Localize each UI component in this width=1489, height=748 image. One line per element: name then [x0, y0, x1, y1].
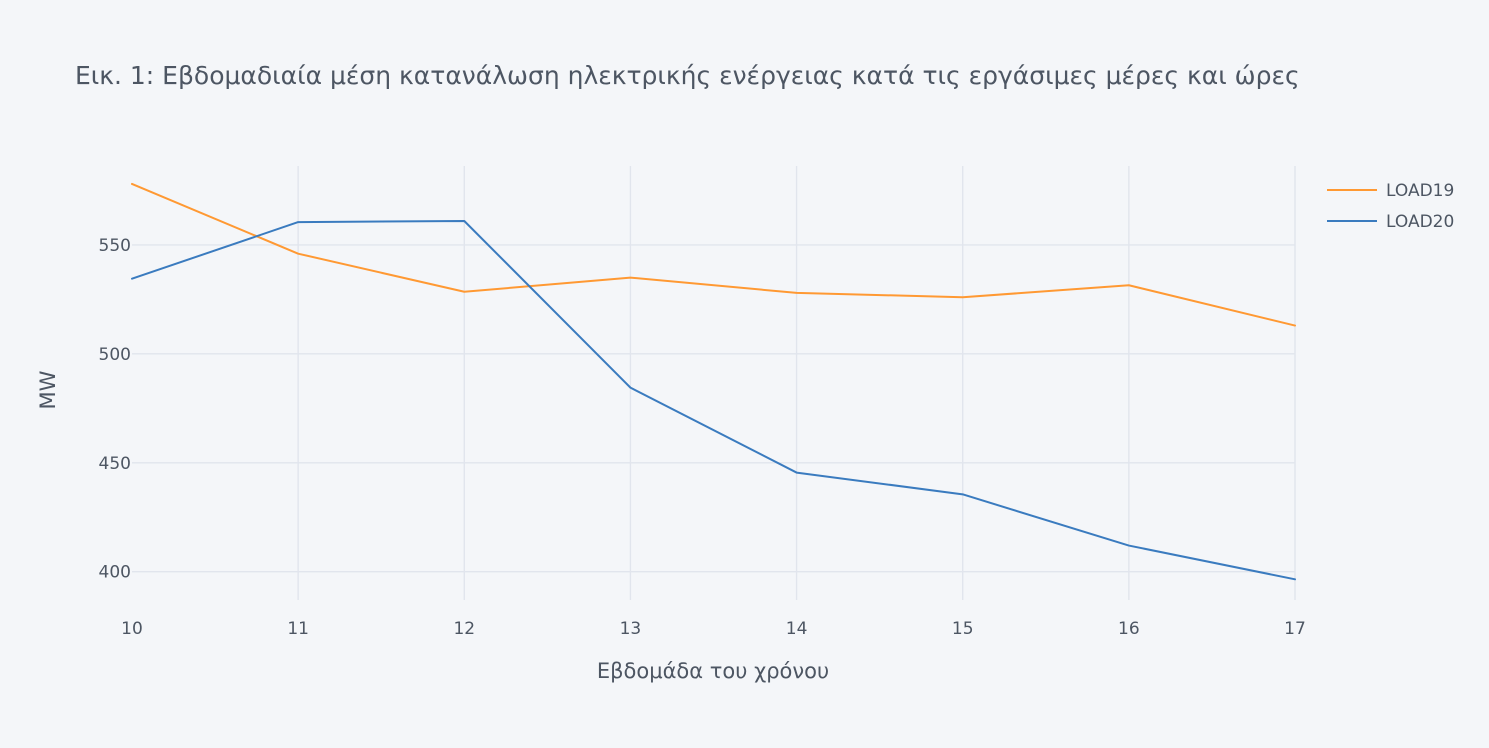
legend-item-load20[interactable]: LOAD20 [1327, 212, 1454, 232]
y-tick-label: 500 [99, 345, 131, 365]
y-tick-label: 400 [99, 563, 131, 583]
x-axis-title: Εβδομάδα του χρόνου [597, 659, 829, 683]
series-lines [131, 182, 1296, 581]
x-tick-label: 13 [620, 619, 642, 639]
y-axis-title: MW [36, 370, 60, 409]
x-gridlines [297, 166, 1296, 600]
legend[interactable]: LOAD19 LOAD20 [1327, 181, 1454, 232]
chart-title: Εικ. 1: Εβδομαδιαία μέση κατανάλωση ηλεκ… [75, 61, 1300, 90]
x-tick-label: 12 [453, 619, 475, 639]
y-tick-label: 450 [99, 454, 131, 474]
series-line-load20[interactable] [131, 219, 1296, 581]
legend-label: LOAD20 [1386, 212, 1454, 232]
x-tick-label: 17 [1284, 619, 1306, 639]
x-tick-label: 10 [121, 619, 143, 639]
x-tick-label: 14 [786, 619, 808, 639]
x-tick-label: 11 [287, 619, 309, 639]
legend-label: LOAD19 [1386, 181, 1454, 201]
x-tick-label: 16 [1118, 619, 1140, 639]
x-axis-tick-labels: 10 11 12 13 14 15 16 17 [121, 619, 1306, 639]
y-axis-tick-labels: 400 450 500 550 [99, 236, 131, 583]
y-gridlines [132, 244, 1295, 573]
legend-item-load19[interactable]: LOAD19 [1327, 181, 1454, 201]
x-tick-label: 15 [952, 619, 974, 639]
y-tick-label: 550 [99, 236, 131, 256]
series-line-load19[interactable] [131, 182, 1296, 327]
